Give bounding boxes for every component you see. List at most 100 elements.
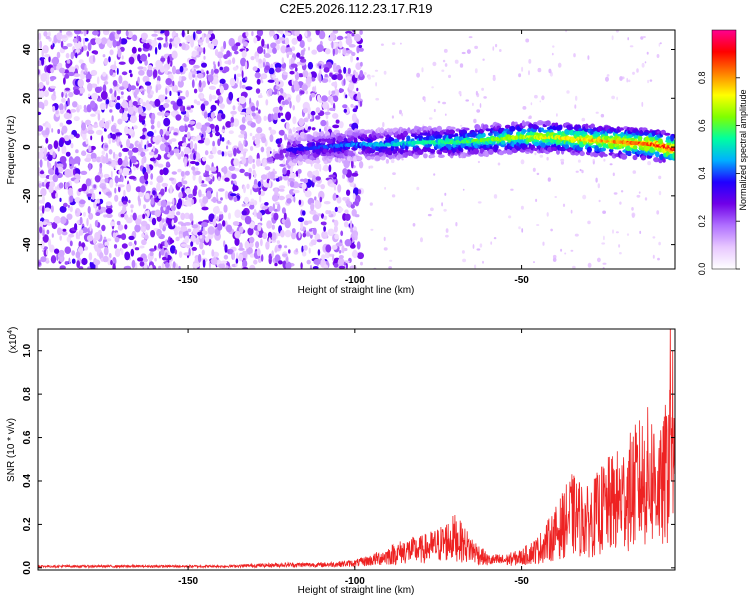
spectrogram-cell [311,127,316,131]
spectrogram-cell [219,66,223,71]
spectrogram-cell [85,138,89,145]
spectrogram-cell [91,92,99,101]
spectrogram-cell [388,266,392,269]
spectrogram-cell [499,49,502,52]
spectrogram-cell [67,204,70,208]
spectrogram-cell [309,264,313,269]
spectrogram-ridge-cell [485,128,491,132]
spectrogram-ridge-cell [367,129,371,134]
spectrogram-cell [220,46,225,53]
spectrogram-cell [157,111,164,116]
spectrogram-cell [329,72,333,77]
spectrogram-cell [90,69,98,76]
spectrogram-ridge-core [672,147,675,152]
spectrogram-cell [154,98,161,107]
spectrogram-cell [186,106,191,110]
spectrogram-cell [343,78,346,86]
spectrogram-cell [144,144,147,150]
spectrogram-cell [253,172,257,179]
spectrogram-cell [383,247,388,251]
spectrogram-cell [146,42,150,49]
spectrogram-cell [552,257,557,262]
spectrogram-cell [280,229,285,238]
colorbar-tick-label: 0.0 [697,263,707,276]
spectrogram-cell [195,30,202,35]
spectrogram-cell [286,198,292,204]
spectrogram-cell [113,244,118,249]
spectrogram-cell [292,105,295,111]
spectrogram-cell [240,130,246,135]
spectrogram-cell [154,257,157,262]
spectrogram-cell [277,143,281,148]
spectrogram-cell [75,210,78,214]
spectrogram-cell [86,50,90,57]
spectrogram-ridge-cell [447,144,452,151]
spectrogram-cell [310,202,315,211]
spectrogram-cell [158,42,162,50]
spectrogram-cell [232,105,236,111]
snr-frame [37,328,676,571]
spectrogram-cell [195,170,201,175]
spectrogram-cell [284,133,288,141]
spectrogram-cell [120,213,125,218]
spectrogram-ridge-cell [472,148,479,155]
spectrogram-cell [67,71,75,77]
colorbar-tick-label: 0.6 [697,119,707,132]
spectrogram-cell [192,136,196,142]
spectrogram-cell [125,30,129,37]
spectrogram-ridge-cell [533,125,539,130]
spectrogram-cell [597,183,600,189]
spectrogram-cell [271,232,277,241]
spectrogram-cell [647,161,651,166]
spectrogram-cell [112,257,117,266]
spectrogram-ridge-cell [602,143,607,149]
spectrogram-cell [433,108,436,113]
spectrogram-cell [210,257,218,266]
spectrogram-cell [184,125,188,133]
spectrogram-cell [532,167,536,172]
spectrogram-cell [117,48,122,58]
spectrogram-cell [53,90,56,97]
spectrogram-cell [319,65,322,69]
spectrogram-ridge-cell [374,155,381,161]
spectrogram-cell [244,172,250,177]
spectrogram-cell [367,76,371,80]
spectrogram-cell [211,249,215,257]
spectrogram-ridge-cell [545,120,551,127]
spectrogram-cell [332,63,336,71]
spectrogram-cell [210,95,217,100]
spectrogram-cell [566,90,570,94]
spectrogram-cell [42,229,45,237]
spectrogram-cell [127,95,132,101]
spectrogram-cell [128,69,132,74]
spectrogram-cell [239,124,246,131]
spectrogram-cell [167,56,171,65]
spectrogram-cell [104,144,108,149]
spectrogram-cell [53,215,61,224]
spectrogram-cell [45,137,49,144]
spectrogram-cell [178,192,183,199]
spectrogram-cell [600,113,605,118]
spectrogram-ridge-cell [626,145,631,152]
spectrogram-cell [117,157,123,166]
spectrogram-ridge-cell [402,130,409,137]
spectrogram-cell [143,204,146,209]
spectrogram-cell [307,170,313,178]
spectrogram-cell [199,132,202,136]
spectrogram-cell [94,220,98,227]
spectrogram-cell [350,55,354,63]
spectrogram-cell [106,238,112,242]
spectrogram-cell [297,217,305,223]
spectrogram-cell [611,95,615,100]
spectrogram-cell [108,149,113,155]
y-tick-label: 0.6 [22,430,33,444]
spectrogram-cell [210,104,217,112]
spectrogram-cell [118,75,123,84]
spectrogram-cell [95,264,98,269]
spectrogram-cell [657,257,660,261]
spectrogram-cell [131,46,137,54]
spectrogram-cell [474,45,478,50]
spectrogram-cell [60,35,68,39]
spectrogram-ridge-cell [575,130,582,136]
spectrogram-cell [533,261,535,264]
